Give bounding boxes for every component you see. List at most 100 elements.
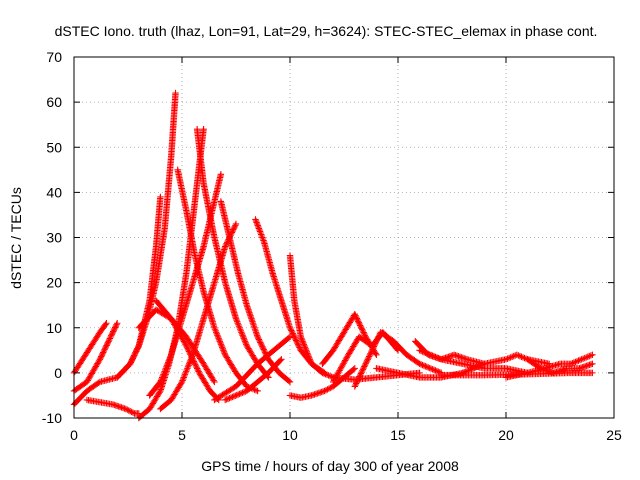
data-point [459, 369, 466, 377]
y-tick-label: 30 [46, 230, 62, 246]
data-point [152, 195, 164, 250]
data-point [83, 379, 102, 395]
data-point [394, 369, 422, 381]
data-point [226, 234, 241, 276]
data-point [330, 330, 347, 354]
data-point [191, 252, 207, 294]
data-point [481, 356, 508, 368]
data-point [276, 369, 292, 385]
series-29 [373, 365, 466, 381]
x-tick-label: 15 [390, 427, 406, 443]
data-point [200, 126, 207, 133]
data-point [286, 378, 294, 386]
data-points [70, 89, 596, 422]
data-point [168, 380, 185, 404]
data-point [172, 89, 179, 97]
data-point [524, 369, 573, 378]
series-1 [70, 320, 110, 377]
y-axis-label: dSTEC / TECUs [8, 187, 24, 289]
data-point [200, 180, 218, 240]
series-9 [174, 166, 261, 395]
x-tick-label: 25 [606, 427, 622, 443]
data-point [438, 369, 465, 381]
data-point [438, 356, 465, 367]
data-point [222, 351, 239, 375]
data-point [308, 360, 325, 376]
chart-title: dSTEC Iono. truth (lhaz, Lon=91, Lat=29,… [55, 23, 598, 39]
data-point [157, 193, 164, 201]
data-point [390, 338, 409, 357]
data-point [291, 297, 304, 339]
data-point [513, 351, 530, 362]
data-point [211, 234, 229, 285]
data-point [96, 339, 112, 363]
data-point [524, 356, 543, 371]
data-point [146, 379, 163, 399]
data-point [416, 347, 443, 362]
data-point [278, 356, 285, 363]
data-point [211, 378, 218, 386]
data-point [217, 171, 225, 178]
data-point [481, 371, 530, 379]
data-point [567, 356, 584, 368]
data-point [183, 342, 202, 375]
data-point [168, 91, 179, 160]
y-tick-label: 50 [46, 139, 62, 155]
data-point [319, 348, 336, 368]
data-point [321, 383, 335, 395]
data-point [232, 361, 260, 390]
data-point [196, 369, 213, 393]
data-point [152, 306, 174, 322]
data-point [286, 333, 294, 340]
data-point [589, 360, 596, 368]
data-point [157, 353, 174, 386]
data-point [260, 238, 276, 276]
data-point [364, 330, 384, 363]
y-tick-label: 40 [46, 184, 62, 200]
data-point [193, 126, 207, 185]
data-point [254, 343, 282, 368]
data-point [345, 334, 362, 359]
x-tick-label: 0 [70, 427, 78, 443]
data-point [178, 280, 196, 322]
y-tick-label: 20 [46, 275, 62, 291]
data-point [183, 333, 206, 366]
x-axis-label: GPS time / hours of day 300 of year 2008 [201, 458, 459, 474]
data-point [168, 315, 189, 339]
data-point [211, 384, 238, 404]
data-point [276, 334, 292, 349]
data-point [254, 387, 261, 395]
data-point [183, 207, 198, 258]
data-point [355, 333, 374, 349]
data-point [589, 369, 596, 377]
data-point [373, 365, 400, 376]
x-tick-label: 10 [282, 427, 298, 443]
data-point [234, 270, 250, 307]
data-point [146, 244, 160, 304]
data-point [377, 329, 396, 344]
series-19 [319, 311, 380, 368]
x-tick-label: 5 [178, 427, 186, 443]
data-point [79, 343, 94, 363]
data-point [157, 397, 174, 413]
data-point [297, 333, 315, 366]
data-point [96, 321, 109, 336]
data-point [373, 351, 380, 359]
series-17 [222, 356, 285, 404]
data-point [319, 369, 335, 380]
data-point [252, 216, 267, 244]
y-tick-label: 60 [46, 94, 62, 110]
data-point [286, 252, 298, 303]
data-point [103, 320, 110, 327]
data-point [286, 324, 304, 353]
data-point [222, 388, 249, 404]
data-point [243, 370, 271, 395]
data-point [161, 154, 175, 232]
data-point [174, 166, 190, 213]
y-tick-label: 70 [46, 49, 62, 65]
data-point [578, 352, 595, 363]
data-point [278, 297, 293, 330]
data-point [232, 315, 250, 348]
data-point [232, 220, 240, 228]
